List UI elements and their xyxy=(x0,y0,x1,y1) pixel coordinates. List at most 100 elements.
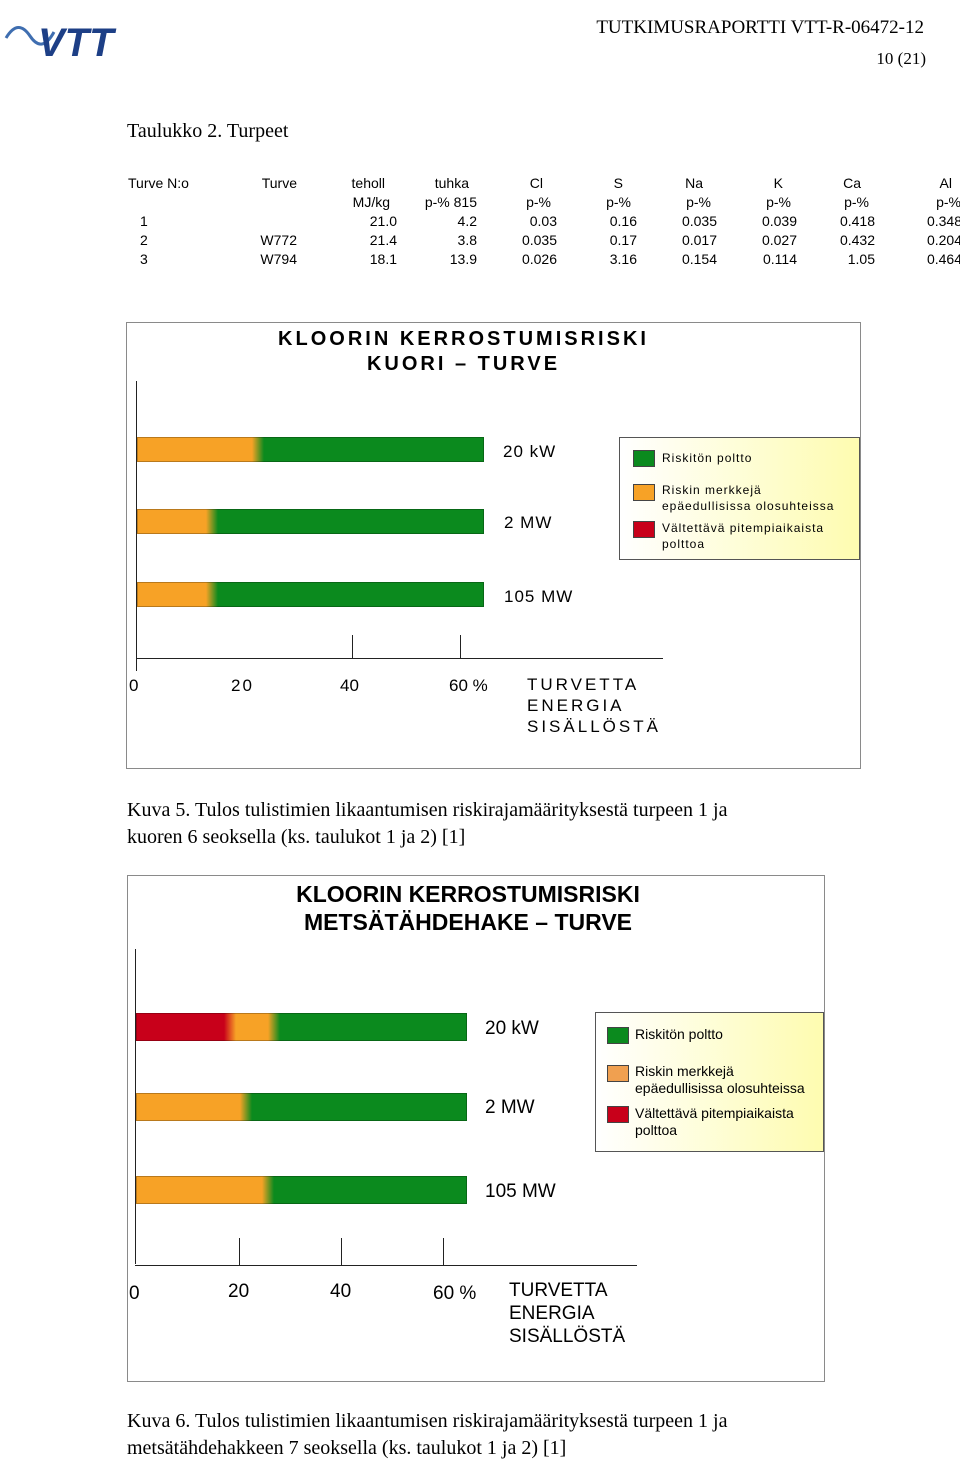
table-cell: 0.03 xyxy=(529,213,557,229)
table-cell: teholl xyxy=(351,175,385,191)
bar-segment xyxy=(212,509,484,534)
bar-segment-blend xyxy=(240,1093,253,1121)
figure6-bar-label-2mw: 2 MW xyxy=(485,1097,535,1118)
table-cell: Turve xyxy=(261,175,297,191)
table-cell: 0.027 xyxy=(761,232,797,248)
table-cell: Na xyxy=(685,175,703,191)
bar-segment xyxy=(246,1093,467,1121)
bar-segment xyxy=(229,1013,274,1041)
table-cell: 21.0 xyxy=(369,213,397,229)
legend-swatch-risk xyxy=(633,484,655,501)
table-cell xyxy=(224,212,297,231)
table-cell: Al xyxy=(939,175,952,191)
figure6-bar-label-105mw: 105 MW xyxy=(485,1181,556,1202)
figure5-tick-label-60: 60 % xyxy=(449,676,488,695)
table-cell: 0.114 xyxy=(763,251,797,267)
figure6-tick-label-40: 40 xyxy=(330,1281,352,1302)
figure6-axis-title: TURVETTA ENERGIA SISÄLLÖSTÄ xyxy=(509,1280,626,1347)
legend-label-avoid: Vältettävä pitempiaikaista polttoa xyxy=(662,521,825,551)
figure5-tick-60 xyxy=(460,635,461,658)
bar-outline xyxy=(136,1093,467,1121)
bar-outline xyxy=(136,1176,467,1204)
figure5-bar-label-105mw: 105 MW xyxy=(504,587,574,606)
bar-segment-blend xyxy=(223,1013,236,1041)
table-cell: S xyxy=(613,175,623,191)
bar-segment xyxy=(137,509,213,534)
figure6-x-axis xyxy=(135,1265,637,1266)
table-cell: tuhka xyxy=(434,175,469,191)
bar-segment-blend xyxy=(267,1013,280,1041)
bar-segment-blend xyxy=(262,1176,275,1204)
bar-segment xyxy=(136,1013,230,1041)
bar-outline xyxy=(136,1013,467,1041)
figure5-tick-label-40: 40 xyxy=(340,676,359,695)
figure5-tick-label-20: 20 xyxy=(231,676,254,695)
legend-swatch-safe xyxy=(607,1027,629,1044)
table-cell: 0.432 xyxy=(839,232,875,248)
table-cell: MJ/kg xyxy=(352,194,390,210)
legend-swatch-risk xyxy=(607,1065,629,1082)
table-cell: p-% xyxy=(686,194,711,210)
table-cell: 3.16 xyxy=(609,251,637,267)
figure5-title: KLOORIN KERROSTUMISRISKI KUORI – TURVE xyxy=(278,328,649,375)
peat-table: Turve N:o Turve teholl tuhka Cl S Na K Ca Al MJ/kg… xyxy=(128,174,960,269)
bar-segment xyxy=(137,582,213,607)
legend-swatch-avoid xyxy=(633,521,655,538)
table-cell: 3.8 xyxy=(457,232,477,248)
table-cell: p-% 815 xyxy=(424,194,477,210)
table-cell: 0.464 xyxy=(926,251,960,267)
table-cell: 4.2 xyxy=(457,213,477,229)
table-cell: 2 xyxy=(140,232,148,248)
figure5-chart: KLOORIN KERROSTUMISRISKI KUORI – TURVE 2… xyxy=(126,322,861,769)
figure6-tick-label-0: 0 xyxy=(129,1283,140,1304)
report-id: TUTKIMUSRAPORTTI VTT-R-06472-12 xyxy=(596,17,924,38)
legend-label-safe: Riskitön poltto xyxy=(662,451,753,465)
figure5-bar-label-20kw: 20 kW xyxy=(503,442,557,461)
bar-segment xyxy=(212,582,484,607)
bar-segment xyxy=(268,1176,467,1204)
table-cell: p-% xyxy=(936,194,960,210)
table-cell: 0.348 xyxy=(926,213,960,229)
table-cell: 0.16 xyxy=(609,213,637,229)
figure6-legend: Riskitön poltto Riskin merkkejä epäedulli… xyxy=(595,1012,824,1152)
figure5-caption: Kuva 5. Tulos tulistimien likaantumisen … xyxy=(127,799,728,848)
figure5-tick-40 xyxy=(352,635,353,658)
bar-segment xyxy=(273,1013,467,1041)
figure6-tick-label-60: 60 % xyxy=(433,1283,477,1304)
legend-swatch-avoid xyxy=(607,1106,629,1123)
table-cell: 18.1 xyxy=(369,251,397,267)
legend-label-risk: Riskin merkkejä epäedullisissa olosuhteis… xyxy=(635,1063,805,1096)
table-cell: 1 xyxy=(140,213,148,229)
legend-label-safe: Riskitön poltto xyxy=(635,1026,723,1042)
table-header-row: Turve N:o Turve teholl tuhka Cl S Na K Ca Al xyxy=(128,174,960,193)
figure5-x-axis xyxy=(136,658,663,659)
table-row: 2 W772 21.4 3.8 0.035 0.17 0.017 0.027 0.432 0.20… xyxy=(128,231,960,250)
logo-text: VTT xyxy=(38,21,117,62)
table-cell: K xyxy=(773,175,783,191)
bar-outline xyxy=(137,509,484,534)
table-title: Taulukko 2. Turpeet xyxy=(127,120,289,142)
table-cell: Turve N:o xyxy=(128,175,189,191)
bar-segment xyxy=(136,1176,269,1204)
figure6-tick-40 xyxy=(341,1238,342,1265)
table-cell: p-% xyxy=(606,194,631,210)
table-cell: 13.9 xyxy=(449,251,477,267)
table-cell: 0.154 xyxy=(681,251,717,267)
table-cell: p-% xyxy=(766,194,791,210)
figure6-y-axis xyxy=(135,949,136,1264)
figure6-caption: Kuva 6. Tulos tulistimien likaantumisen … xyxy=(127,1410,728,1459)
figure5-tick-label-0: 0 xyxy=(129,676,139,695)
figure5-bar-label-2mw: 2 MW xyxy=(504,513,553,532)
figure6-tick-60 xyxy=(443,1238,444,1265)
table-cell xyxy=(128,193,224,212)
vtt-logo: VTT xyxy=(4,21,117,62)
table-cell: Ca xyxy=(843,175,861,191)
bar-segment xyxy=(136,1093,247,1121)
table-unit-row: MJ/kg p-% 815 p-% p-% p-% p-% p-% p-% xyxy=(128,193,960,212)
table-cell: 0.017 xyxy=(681,232,717,248)
bar-segment-blend xyxy=(252,437,265,462)
table-cell: 0.035 xyxy=(681,213,717,229)
figure5-legend: Riskitön poltto Riskin merkkejä epäedulli… xyxy=(619,437,860,560)
figure6-chart: KLOORIN KERROSTUMISRISKI METSÄTÄHDEHAKE … xyxy=(127,875,825,1382)
table-cell: W794 xyxy=(260,251,297,267)
